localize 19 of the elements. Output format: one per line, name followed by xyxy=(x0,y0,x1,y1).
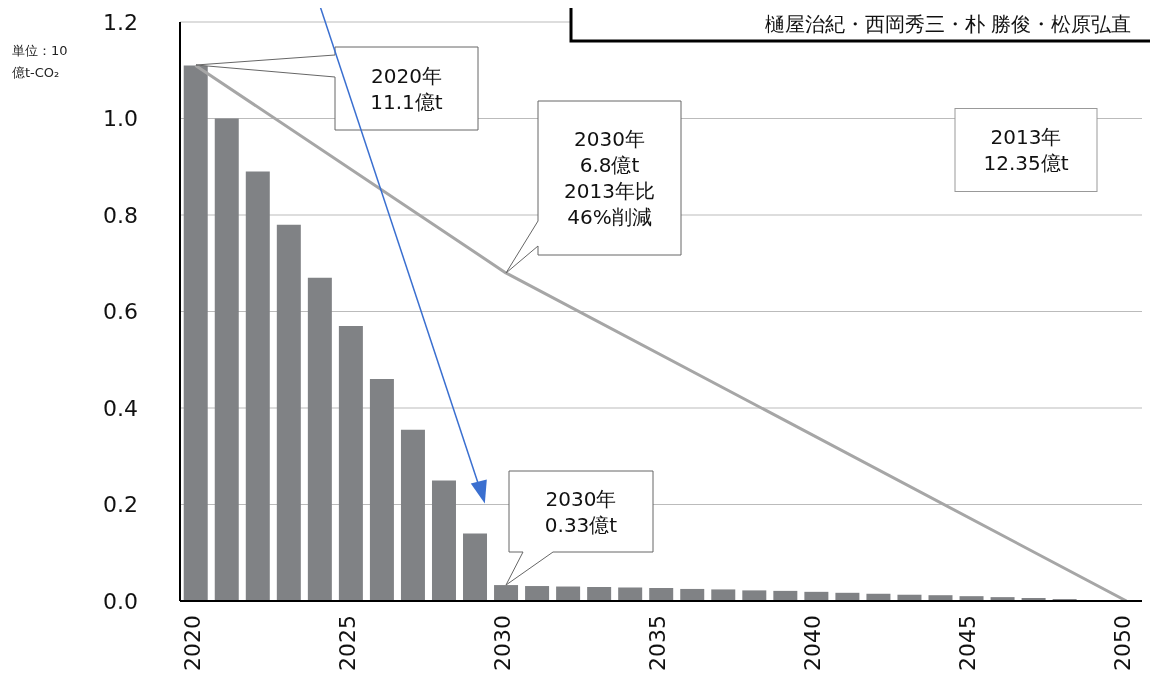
x-tick-label: 2020 xyxy=(179,615,205,671)
annotation: 樋屋治紀・西岡秀三・朴 勝俊・松原弘直 xyxy=(763,11,1132,38)
y-tick-label: 0.8 xyxy=(103,202,138,228)
annotation: 2020年 11.1億t xyxy=(369,62,444,116)
x-tick-label: 2050 xyxy=(1110,615,1136,671)
x-tick-label: 2045 xyxy=(955,615,981,671)
x-tick-label: 2035 xyxy=(645,615,670,671)
annotation: 2030年 6.8億t 2013年比 46%削減 xyxy=(563,126,656,231)
y-tick-label: 1.2 xyxy=(103,9,138,35)
y-tick-label: 0.6 xyxy=(103,299,138,325)
y-tick-label: 1.0 xyxy=(103,106,138,132)
x-tick-label: 2025 xyxy=(334,615,360,671)
y-tick-label: 0.4 xyxy=(103,395,138,421)
y-tick-label: 0.0 xyxy=(103,588,138,614)
x-tick-label: 2030 xyxy=(489,615,515,671)
y-tick-label: 0.2 xyxy=(103,492,138,518)
annotation: 2030年 0.33億t xyxy=(543,485,619,539)
y-axis-title: 単位：10 億t-CO₂ xyxy=(12,42,68,82)
x-tick-label: 2040 xyxy=(800,615,826,671)
